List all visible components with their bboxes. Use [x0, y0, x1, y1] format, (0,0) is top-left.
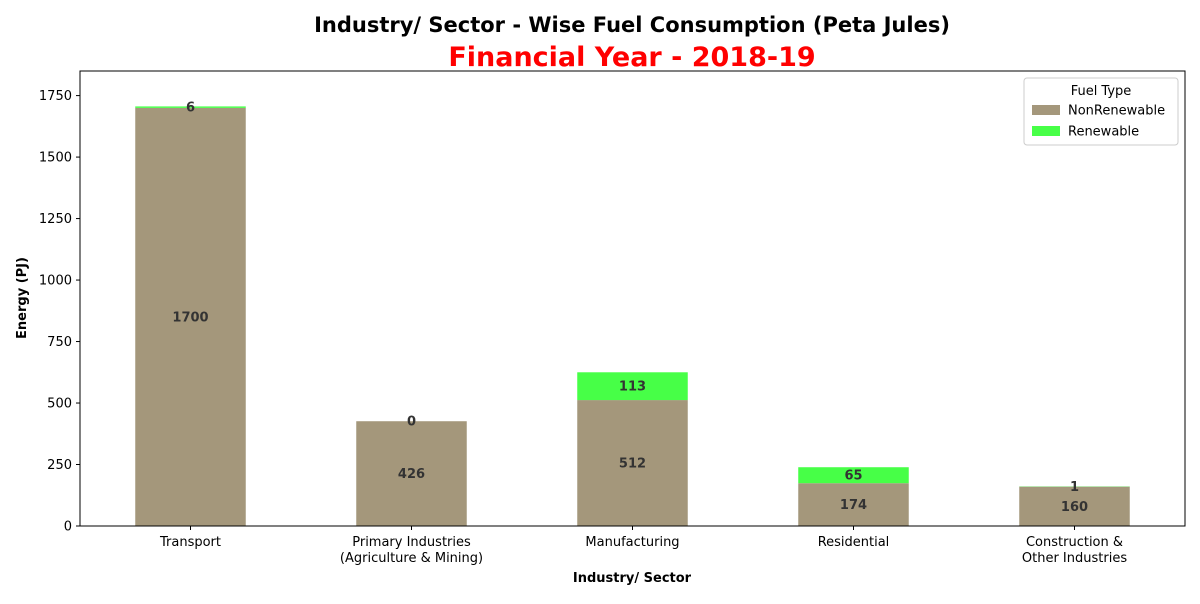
- data-label-nonrenewable: 426: [398, 467, 425, 482]
- data-label-renewable: 6: [186, 101, 195, 116]
- x-tick-label: Construction &: [1026, 535, 1123, 550]
- x-tick-label: (Agriculture & Mining): [340, 551, 483, 566]
- data-label-renewable: 113: [619, 380, 646, 395]
- x-tick-label: Other Industries: [1022, 551, 1127, 566]
- data-label-nonrenewable: 160: [1061, 500, 1088, 515]
- legend-title: Fuel Type: [1071, 84, 1132, 99]
- legend-swatch-nonrenewable: [1032, 105, 1060, 115]
- legend-label: Renewable: [1068, 125, 1139, 140]
- y-tick-label: 1750: [39, 89, 72, 104]
- y-tick-label: 1500: [39, 151, 72, 166]
- legend-swatch-renewable: [1032, 126, 1060, 136]
- y-tick-label: 750: [47, 335, 72, 350]
- y-tick-label: 250: [47, 458, 72, 473]
- x-tick-label: Transport: [159, 535, 221, 550]
- legend-label: NonRenewable: [1068, 104, 1165, 119]
- x-tick-label: Manufacturing: [585, 535, 679, 550]
- data-label-nonrenewable: 512: [619, 457, 646, 472]
- data-label-renewable: 1: [1070, 480, 1079, 495]
- chart-subtitle: Financial Year - 2018-19: [448, 42, 815, 73]
- chart-title: Industry/ Sector - Wise Fuel Consumption…: [314, 13, 950, 37]
- data-label-nonrenewable: 1700: [172, 310, 208, 325]
- data-label-renewable: 65: [844, 469, 862, 484]
- y-tick-label: 0: [64, 520, 72, 535]
- data-label-renewable: 0: [407, 415, 416, 430]
- data-label-nonrenewable: 174: [840, 498, 867, 513]
- x-tick-label: Primary Industries: [352, 535, 471, 550]
- y-tick-label: 1250: [39, 212, 72, 227]
- y-axis-label: Energy (PJ): [15, 257, 30, 339]
- x-tick-label: Residential: [818, 535, 890, 550]
- x-axis-label: Industry/ Sector: [573, 571, 692, 586]
- y-tick-label: 500: [47, 397, 72, 412]
- y-tick-label: 1000: [39, 274, 72, 289]
